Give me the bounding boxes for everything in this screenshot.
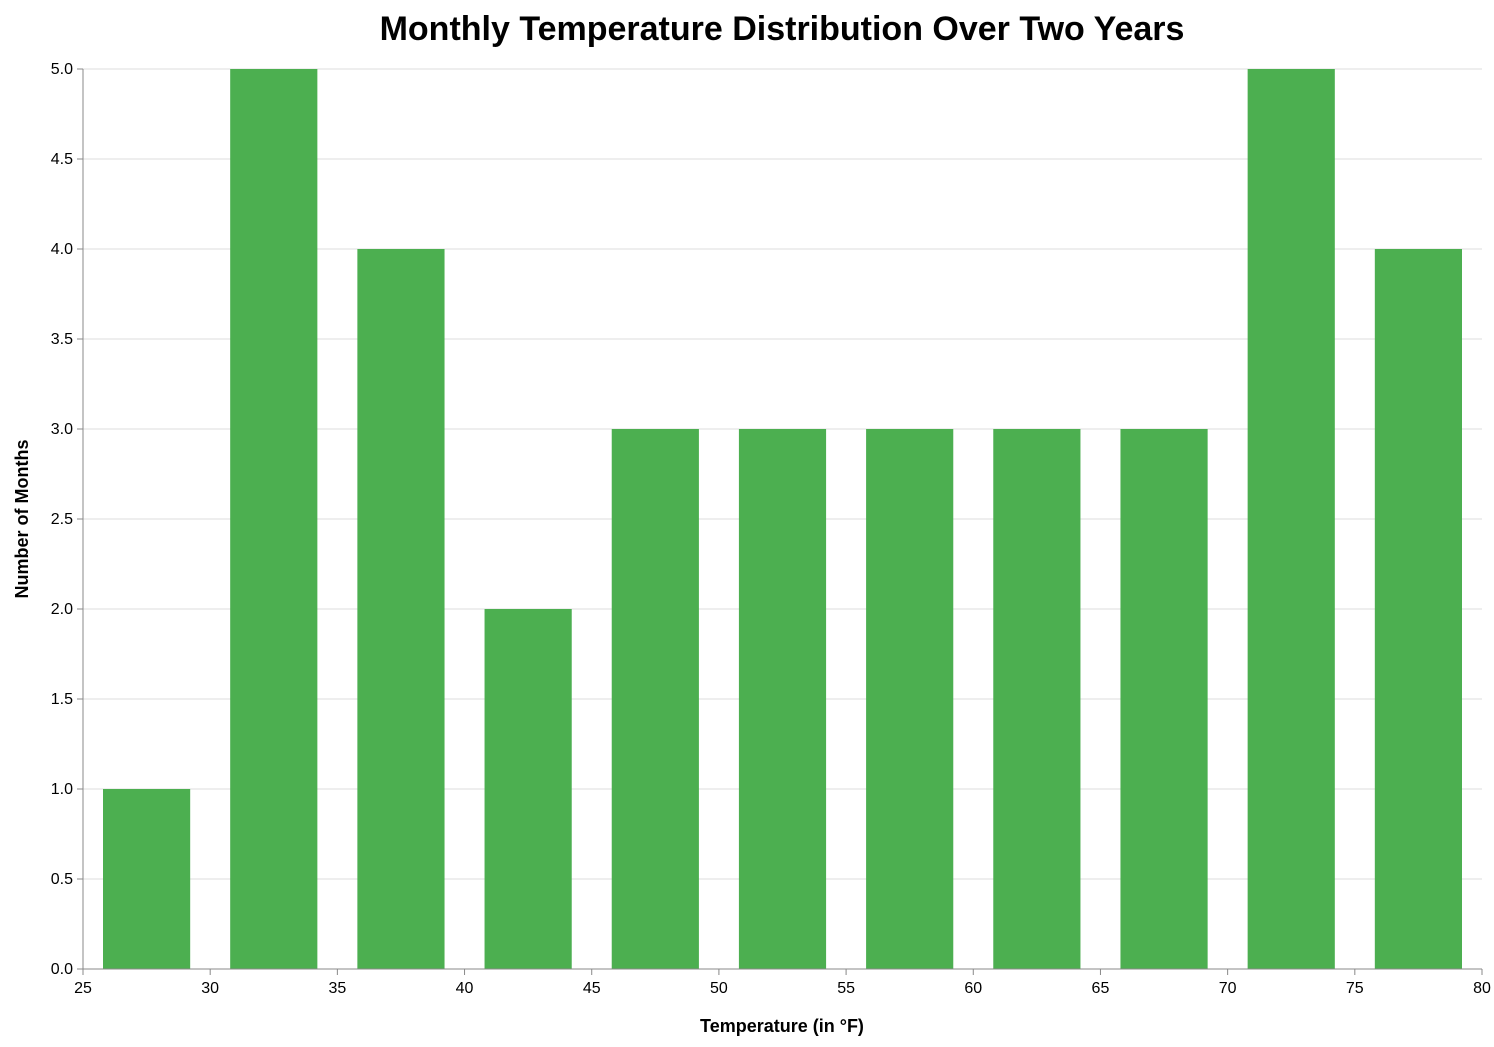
axes: 0.0 0.5 1.0 1.5 2.0 2.5 3.0 3.5 4.0 4.5 5.0 25 30 35 4… xyxy=(51,61,1491,997)
x-tick-label: 75 xyxy=(1346,980,1364,997)
x-tick-label: 45 xyxy=(583,980,601,997)
y-tick-label: 0.0 xyxy=(51,961,73,978)
histogram-bar xyxy=(611,429,699,969)
x-tick-label: 65 xyxy=(1092,980,1110,997)
histogram-bar xyxy=(1374,249,1462,969)
x-tick-label: 70 xyxy=(1219,980,1237,997)
x-tick-label: 60 xyxy=(964,980,982,997)
y-tick-label: 4.5 xyxy=(51,151,73,168)
y-tick-label: 2.0 xyxy=(51,601,73,618)
histogram-bar xyxy=(993,429,1081,969)
histogram-bar xyxy=(738,429,827,969)
y-tick-label: 2.5 xyxy=(51,511,73,528)
histogram-bar xyxy=(866,429,954,969)
histogram-bar xyxy=(1120,429,1208,969)
x-tick-label: 55 xyxy=(837,980,855,997)
x-tick-label: 50 xyxy=(710,980,728,997)
x-tick-label: 30 xyxy=(201,980,219,997)
histogram-bar xyxy=(103,789,191,969)
x-tick-label: 25 xyxy=(74,980,92,997)
x-tick-label: 40 xyxy=(456,980,474,997)
x-axis-title: Temperature (in °F) xyxy=(700,1016,864,1036)
bars xyxy=(103,69,1462,969)
y-tick-label: 5.0 xyxy=(51,61,73,78)
y-axis-title: Number of Months xyxy=(12,440,32,599)
y-tick-label: 1.5 xyxy=(51,691,73,708)
y-tick-label: 3.0 xyxy=(51,421,73,438)
y-tick-label: 4.0 xyxy=(51,241,73,258)
x-tick-label: 80 xyxy=(1473,980,1491,997)
histogram-bar xyxy=(1247,69,1335,969)
y-tick-label: 1.0 xyxy=(51,781,73,798)
y-tick-label: 3.5 xyxy=(51,331,73,348)
chart-title: Monthly Temperature Distribution Over Tw… xyxy=(380,10,1185,48)
histogram-bar xyxy=(484,609,572,969)
x-tick-label: 35 xyxy=(328,980,346,997)
histogram-bar xyxy=(357,249,445,969)
histogram-bar xyxy=(230,69,318,969)
y-tick-label: 0.5 xyxy=(51,871,73,888)
